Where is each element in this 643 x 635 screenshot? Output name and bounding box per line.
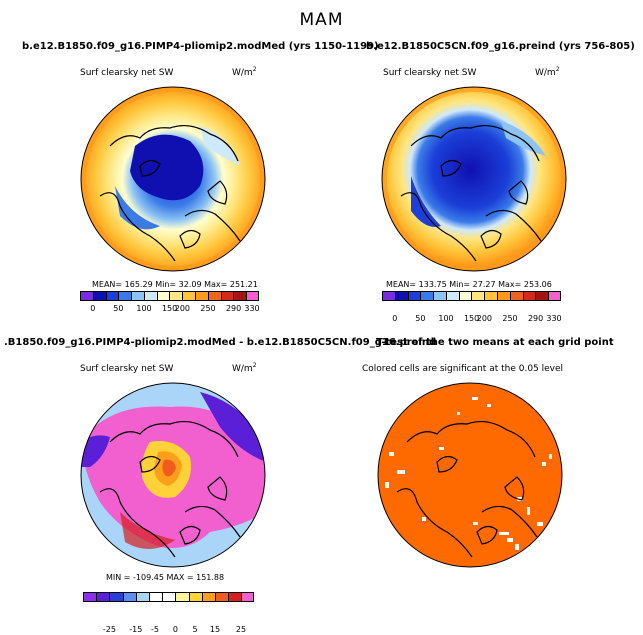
colorbar-swatch: [109, 592, 123, 602]
stats-label: MIN = -109.45 MAX = 151.88: [106, 573, 225, 582]
colorbar-swatch: [80, 291, 93, 301]
colorbar-swatch: [148, 592, 163, 602]
colorbar-tick: 50: [415, 314, 426, 323]
panel-top-right: b.e12.B1850C5CN.f09_g16.preind (yrs 756-…: [0, 10, 643, 323]
polar-map-pliocene-sw: [80, 86, 266, 272]
colorbar-tick: -15: [129, 625, 143, 634]
polar-map-preindustrial-sw: [381, 86, 567, 272]
colorbar-swatch: [122, 592, 136, 602]
variable-label: Surf clearsky net SW: [383, 68, 477, 78]
colorbar-tick: 290: [527, 314, 544, 323]
colorbar-swatch: [220, 291, 234, 301]
colorbar-swatch: [484, 291, 498, 301]
colorbar-swatch: [535, 291, 549, 301]
variable-label: Surf clearsky net SW: [80, 364, 174, 374]
colorbar-tick: 330: [546, 314, 562, 323]
figure-title: MAM: [299, 10, 344, 30]
colorbar-tick: 5: [192, 625, 198, 634]
colorbar-tick: 0: [172, 625, 178, 634]
colorbar-swatch: [131, 291, 144, 301]
stats-label: MEAN= 165.29 Min= 32.09 Max= 251.21: [92, 280, 258, 289]
colorbar-swatch: [92, 291, 106, 301]
colorbar-tick: 150: [161, 304, 178, 313]
variable-label: Surf clearsky net SW: [80, 68, 174, 78]
units-label: W/m2: [232, 66, 257, 78]
colorbar-swatch: [394, 291, 408, 301]
colorbar-swatch: [522, 291, 536, 301]
colorbar-swatch: [497, 291, 510, 301]
colorbar-tick: 200: [174, 304, 191, 313]
colorbar-swatch: [471, 291, 485, 301]
colorbar-swatch: [143, 291, 157, 301]
panel-title: b.e12.B1850C5CN.f09_g16.preind (yrs 756-…: [366, 41, 635, 52]
panel-title: .B1850.f09_g16.PIMP4-pliomip2.modMed - b…: [4, 337, 437, 348]
stats-label: MEAN= 133.75 Min= 27.27 Max= 253.06: [386, 280, 552, 289]
colorbar-tick: 200: [476, 314, 493, 323]
colorbar-swatch: [458, 291, 472, 301]
panel-subtitle: Colored cells are significant at the 0.0…: [362, 364, 564, 374]
colorbar-swatch: [382, 291, 395, 301]
colorbar-swatch: [214, 592, 229, 602]
colorbar-swatch: [156, 291, 170, 301]
colorbar-tick: -5: [151, 625, 159, 634]
colorbar-tick: 250: [502, 314, 518, 323]
colorbar-tick: 50: [113, 304, 124, 313]
colorbar-tick: 290: [225, 304, 242, 313]
colorbar-swatch: [207, 291, 221, 301]
colorbar-swatch: [433, 291, 446, 301]
colorbar-tick: 0: [90, 304, 96, 313]
colorbar-swatch: [407, 291, 421, 301]
units-label: W/m2: [535, 66, 560, 78]
panel-title: T-test of the two means at each grid poi…: [376, 337, 614, 348]
units-label: W/m2: [232, 362, 257, 374]
colorbar-swatch: [83, 592, 97, 602]
colorbar-swatch: [509, 291, 523, 301]
colorbar-swatch: [162, 592, 176, 602]
colorbar-labels: 0 50 100 150 200 250 290 330: [80, 304, 259, 314]
colorbar-swatch: [96, 592, 110, 602]
colorbar-swatch: [241, 592, 255, 602]
colorbar-swatch: [105, 291, 119, 301]
colorbar-tick: 0: [392, 314, 398, 323]
panel-title: b.e12.B1850.f09_g16.PIMP4-pliomip2.modMe…: [22, 41, 379, 52]
panel-bottom-left: .B1850.f09_g16.PIMP4-pliomip2.modMed - b…: [0, 20, 643, 634]
colorbar-tick: 250: [200, 304, 216, 313]
colorbar-swatch: [228, 592, 242, 602]
colorbar: [382, 291, 561, 301]
colorbar-tick: 15: [209, 625, 221, 634]
colorbar-swatch: [420, 291, 434, 301]
colorbar-tick: -25: [102, 625, 116, 634]
polar-map-ttest-significance: [377, 382, 563, 568]
colorbar-swatch: [548, 291, 561, 301]
colorbar: [83, 592, 255, 602]
colorbar-labels: 0 50 100 150 200 250 290 330: [382, 314, 561, 324]
colorbar-swatch: [169, 291, 183, 301]
polar-map-difference-sw: [80, 382, 266, 568]
colorbar-swatch: [135, 592, 149, 602]
colorbar-tick: 100: [438, 314, 454, 323]
colorbar-swatch: [188, 592, 202, 602]
colorbar-swatch: [182, 291, 196, 301]
colorbar-swatch: [445, 291, 459, 301]
colorbar-swatch: [246, 291, 259, 301]
colorbar-tick: 330: [244, 304, 260, 313]
panel-top-left: b.e12.B1850.f09_g16.PIMP4-pliomip2.modMe…: [0, 0, 643, 313]
colorbar: [80, 291, 259, 301]
colorbar-swatch: [118, 291, 132, 301]
colorbar-swatch: [195, 291, 208, 301]
colorbar-tick: 100: [136, 304, 152, 313]
colorbar-labels: -25 -15 -5 0 5 15 25: [83, 625, 255, 635]
colorbar-tick: 150: [463, 314, 480, 323]
colorbar-swatch: [233, 291, 247, 301]
colorbar-swatch: [201, 592, 215, 602]
colorbar-tick: 25: [235, 625, 247, 634]
colorbar-swatch: [175, 592, 189, 602]
